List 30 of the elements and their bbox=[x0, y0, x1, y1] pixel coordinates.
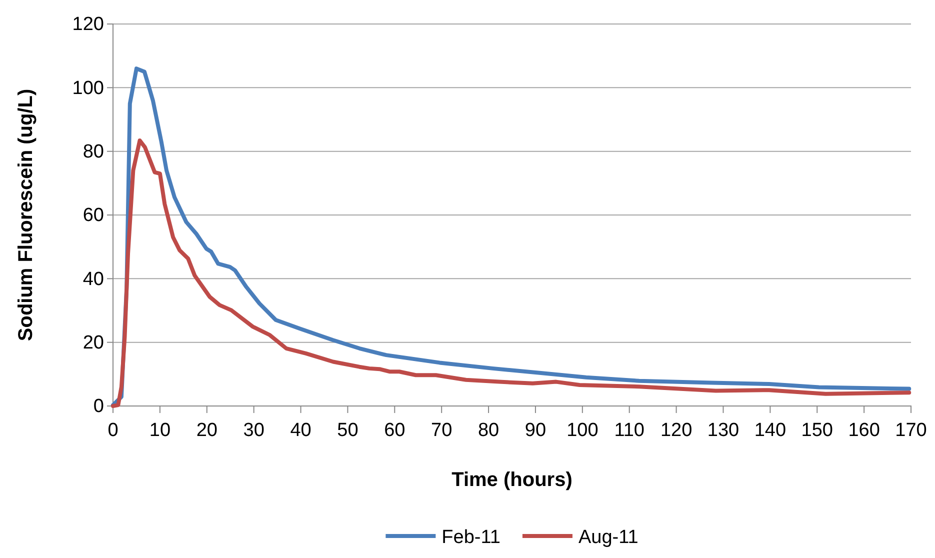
y-tick-label: 0 bbox=[93, 396, 104, 418]
x-tick-label: 60 bbox=[384, 420, 406, 441]
x-tick-label: 130 bbox=[707, 420, 740, 441]
legend-label: Aug-11 bbox=[578, 527, 638, 548]
y-tick-label: 60 bbox=[82, 205, 104, 226]
y-tick-label: 100 bbox=[72, 78, 104, 99]
legend-label: Feb-11 bbox=[442, 527, 500, 548]
y-tick-label: 120 bbox=[72, 14, 104, 36]
x-tick-label: 20 bbox=[196, 420, 218, 441]
x-axis-title: Time (hours) bbox=[452, 469, 572, 491]
x-tick-label: 160 bbox=[848, 420, 880, 441]
x-tick-label: 0 bbox=[108, 420, 118, 441]
y-tick-label: 40 bbox=[82, 268, 104, 290]
y-tick-label: 80 bbox=[82, 141, 104, 162]
x-tick-label: 110 bbox=[614, 420, 644, 441]
x-tick-label: 170 bbox=[895, 420, 927, 441]
x-tick-label: 140 bbox=[754, 420, 786, 441]
x-tick-label: 10 bbox=[149, 420, 171, 441]
x-tick-label: 150 bbox=[801, 420, 833, 441]
x-tick-label: 80 bbox=[478, 420, 500, 441]
x-tick-label: 40 bbox=[290, 420, 312, 441]
x-tick-label: 30 bbox=[243, 420, 264, 441]
x-tick-label: 120 bbox=[660, 420, 692, 441]
x-tick-label: 100 bbox=[566, 420, 598, 441]
x-tick-label: 70 bbox=[431, 420, 452, 441]
y-axis-title: Sodium Fluorescein (ug/L) bbox=[15, 88, 37, 342]
x-tick-label: 90 bbox=[524, 420, 546, 441]
x-tick-label: 50 bbox=[337, 420, 358, 441]
line-series bbox=[111, 138, 912, 408]
y-tick-label: 20 bbox=[82, 332, 104, 354]
